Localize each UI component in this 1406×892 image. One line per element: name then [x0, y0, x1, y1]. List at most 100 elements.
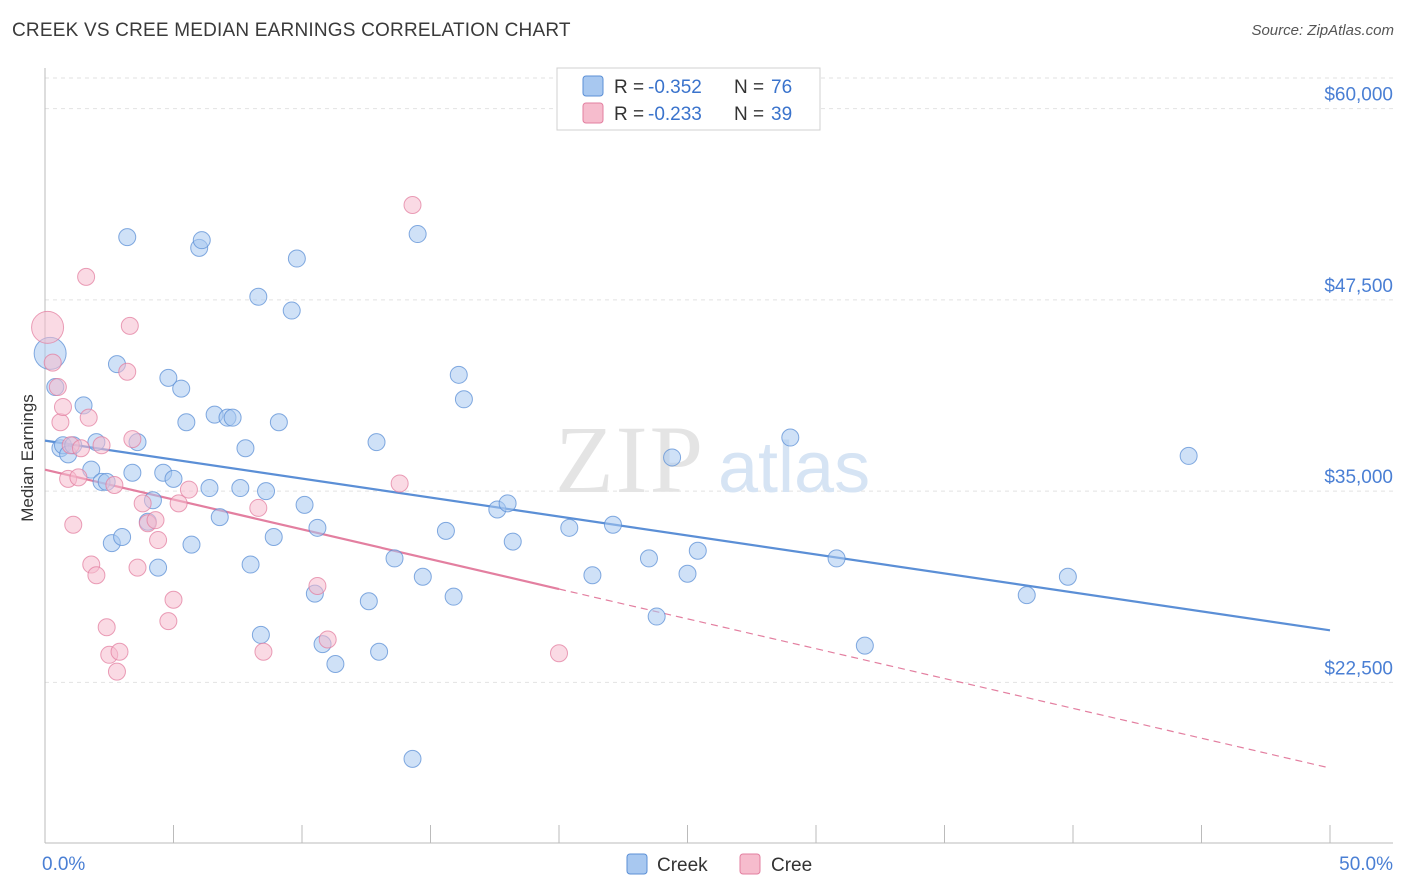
point-cree: [149, 531, 168, 550]
point-creek: [123, 463, 142, 482]
legend-n-label-cree: N =: [734, 104, 764, 125]
point-creek: [236, 439, 255, 458]
point-creek: [647, 607, 666, 626]
trend-line-cree: [44, 468, 560, 591]
point-cree: [31, 310, 65, 344]
point-creek: [241, 555, 260, 574]
point-creek: [855, 636, 874, 655]
x-tick-label-max: 50.0%: [1339, 854, 1393, 875]
legend-r-value-cree: -0.233: [648, 104, 702, 125]
bottom-legend-label-cree: Cree: [771, 855, 812, 876]
point-cree: [249, 498, 268, 517]
point-creek: [326, 654, 345, 673]
point-creek: [149, 558, 168, 577]
point-creek: [663, 448, 682, 467]
point-cree: [64, 515, 83, 534]
legend-swatch-creek: [582, 75, 604, 97]
y-tick-label: $35,000: [1324, 467, 1393, 488]
point-cree: [110, 642, 129, 661]
point-cree: [107, 662, 126, 681]
point-cree: [43, 353, 62, 372]
point-cree: [308, 576, 327, 595]
point-cree: [69, 468, 88, 487]
point-cree: [390, 474, 409, 493]
data-points: [31, 195, 1198, 768]
point-creek: [827, 549, 846, 568]
chart-source: Source: ZipAtlas.com: [1251, 22, 1394, 39]
point-creek: [444, 587, 463, 606]
bottom-legend: Creek Cree: [626, 853, 812, 876]
point-creek: [192, 231, 211, 250]
point-creek: [251, 625, 270, 644]
point-creek: [282, 301, 301, 320]
legend-swatch-cree: [582, 102, 604, 124]
point-cree: [118, 362, 137, 381]
point-creek: [359, 592, 378, 611]
point-cree: [92, 436, 111, 455]
point-cree: [105, 475, 124, 494]
bottom-legend-swatch-creek: [626, 853, 648, 875]
point-cree: [71, 439, 90, 458]
x-tick-label-min: 0.0%: [42, 854, 85, 875]
grid-lines: [45, 77, 1393, 683]
point-cree: [87, 566, 106, 585]
point-cree: [164, 590, 183, 609]
point-creek: [436, 521, 455, 540]
y-tick-label: $60,000: [1324, 85, 1393, 106]
point-creek: [113, 528, 132, 546]
legend-n-value-creek: 76: [771, 77, 792, 98]
point-cree: [159, 612, 178, 631]
point-creek: [249, 287, 268, 306]
point-creek: [182, 535, 201, 554]
point-creek: [498, 494, 517, 513]
y-tick-label: $47,500: [1324, 276, 1393, 297]
bottom-legend-label-creek: Creek: [657, 855, 708, 876]
point-creek: [200, 479, 219, 498]
point-creek: [210, 508, 229, 527]
legend-n-value-cree: 39: [771, 104, 792, 125]
legend-box: R = -0.352 N = 76 R = -0.233 N = 39: [556, 67, 821, 131]
point-creek: [223, 408, 242, 427]
point-creek: [287, 249, 306, 268]
point-creek: [308, 518, 327, 537]
trend-line-extension-cree: [558, 588, 1331, 769]
point-creek: [1017, 586, 1036, 605]
point-creek: [449, 365, 468, 384]
point-creek: [403, 749, 422, 768]
trend-line-creek: [44, 439, 1331, 632]
point-creek: [583, 566, 602, 585]
point-creek: [385, 549, 404, 568]
point-cree: [179, 480, 198, 499]
point-creek: [560, 518, 579, 537]
point-creek: [781, 428, 800, 447]
point-cree: [51, 413, 70, 432]
legend-r-value-creek: -0.352: [648, 77, 702, 98]
point-cree: [97, 618, 116, 637]
point-cree: [550, 644, 568, 663]
chart-title: CREEK VS CREE MEDIAN EARNINGS CORRELATIO…: [12, 20, 571, 41]
point-cree: [53, 397, 72, 416]
point-creek: [688, 541, 707, 560]
point-creek: [159, 368, 178, 387]
legend-r-label-creek: R =: [614, 77, 644, 98]
axes: [44, 68, 1393, 844]
point-creek: [454, 390, 473, 409]
point-cree: [133, 494, 152, 513]
point-creek: [678, 564, 697, 583]
y-tick-labels: $22,500 $35,000 $47,500 $60,000: [1324, 85, 1393, 680]
watermark-zip: ZIP: [555, 406, 705, 513]
point-cree: [123, 430, 142, 449]
point-creek: [177, 413, 196, 432]
point-creek: [639, 549, 658, 568]
point-cree: [146, 511, 165, 530]
point-creek: [413, 567, 432, 586]
y-tick-label: $22,500: [1324, 658, 1393, 679]
point-cree: [48, 378, 67, 397]
point-cree: [318, 630, 337, 649]
point-creek: [603, 515, 622, 534]
point-cree: [403, 195, 422, 214]
bottom-legend-swatch-cree: [739, 853, 761, 875]
point-creek: [118, 228, 137, 247]
point-creek: [503, 532, 522, 551]
